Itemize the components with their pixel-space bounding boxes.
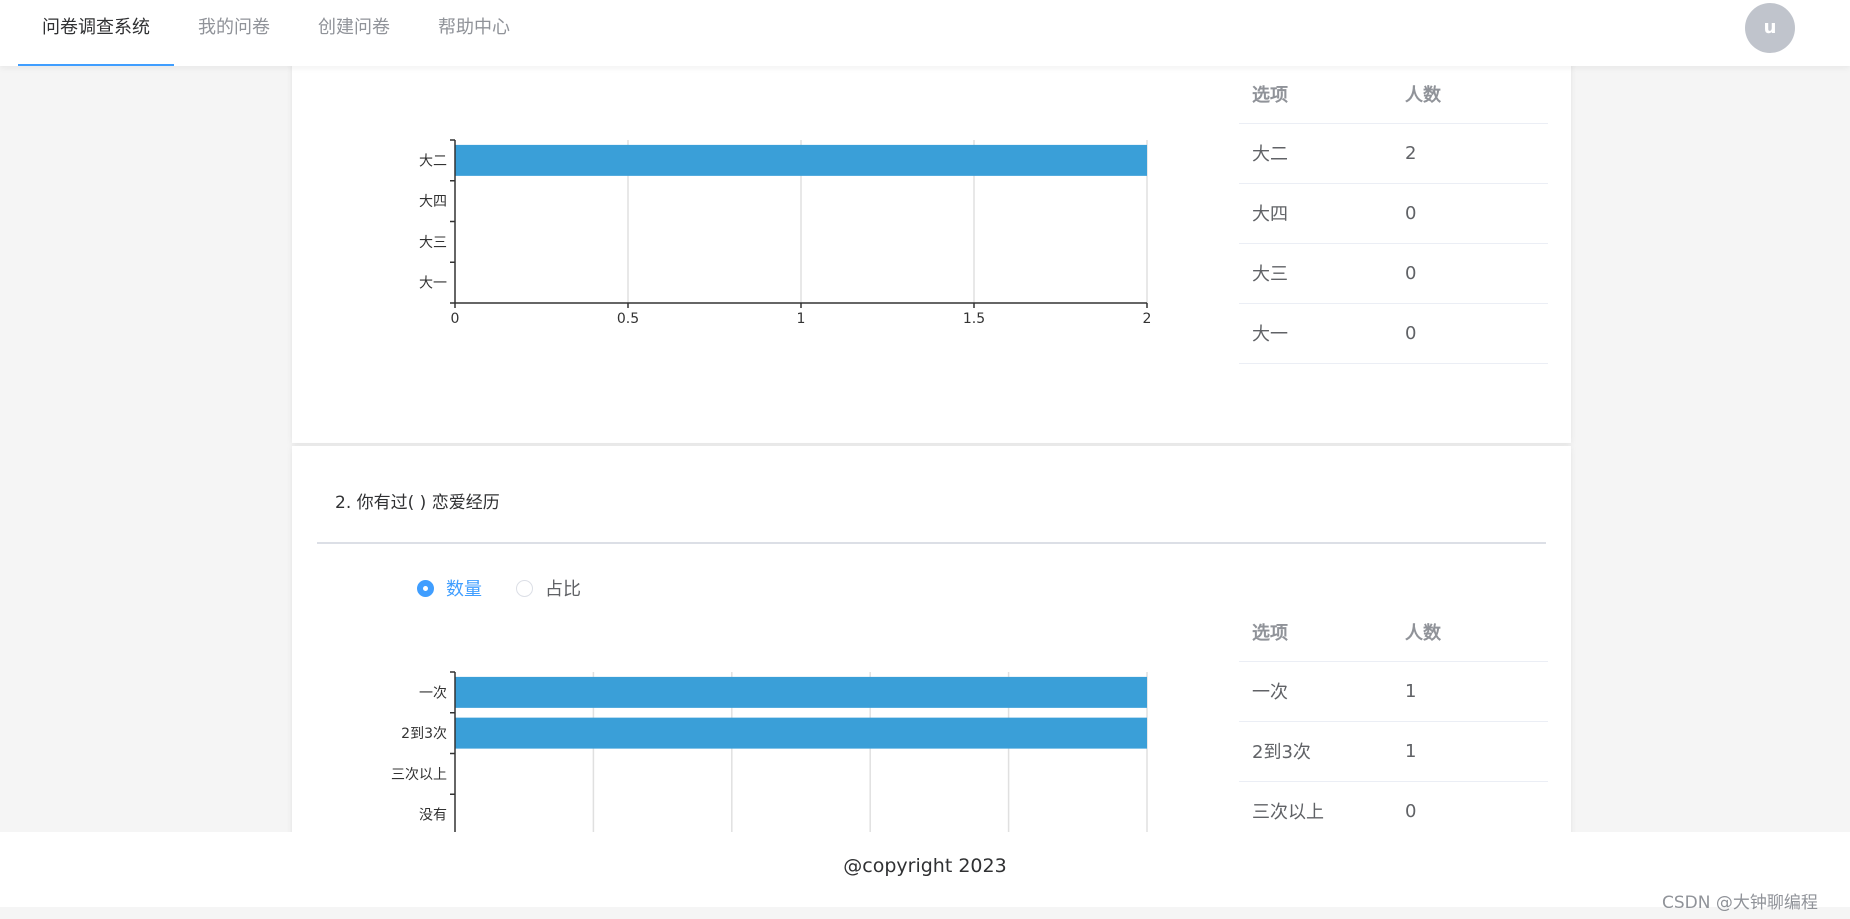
top-navbar: 问卷调查系统 我的问卷 创建问卷 帮助中心 u [0, 0, 1850, 66]
radio-checked-icon [417, 579, 434, 597]
x-tick-label: 1 [797, 311, 806, 327]
table-row: 大一 0 [1239, 303, 1548, 364]
bar [455, 144, 1147, 176]
nav-item-create-survey[interactable]: 创建问卷 [318, 17, 390, 38]
nav-item-help-center[interactable]: 帮助中心 [438, 17, 510, 38]
cell-count: 0 [1392, 303, 1548, 364]
footer: @copyright 2023 [0, 832, 1850, 907]
x-tick-label: 0.5 [617, 311, 639, 327]
cell-count: 0 [1392, 183, 1548, 244]
radio-label-ratio: 占比 [545, 579, 581, 600]
divider [317, 542, 1546, 544]
radio-unchecked-icon [516, 579, 533, 597]
display-mode-radio-group: 数量 占比 [417, 575, 615, 601]
cell-option: 大二 [1239, 123, 1392, 184]
table-header-row: 选项 人数 [1239, 65, 1548, 124]
cell-option: 一次 [1239, 661, 1392, 722]
question-title: 2. 你有过( ) 恋爱经历 [335, 493, 500, 513]
radio-count[interactable]: 数量 [417, 575, 482, 601]
column-header-option: 选项 [1239, 65, 1392, 124]
cell-option: 大三 [1239, 243, 1392, 304]
table-row: 大四 0 [1239, 183, 1548, 244]
cell-count: 1 [1392, 721, 1548, 782]
column-header-option: 选项 [1239, 603, 1392, 662]
y-tick-label: 没有 [419, 808, 447, 824]
question-card-2: 2. 你有过( ) 恋爱经历 数量 占比 一次 2到3次 三次以上 没有 选项 人数 … [292, 446, 1571, 846]
table-header-row: 选项 人数 [1239, 603, 1548, 662]
nav-item-my-surveys[interactable]: 我的问卷 [198, 17, 270, 38]
column-header-count: 人数 [1392, 603, 1548, 662]
cell-option: 大四 [1239, 183, 1392, 244]
stats-table-q2: 选项 人数 一次 1 2到3次 1 三次以上 0 [1239, 603, 1548, 842]
cell-count: 0 [1392, 781, 1548, 842]
table-row: 2到3次 1 [1239, 721, 1548, 782]
y-tick-label: 2到3次 [401, 726, 447, 742]
table-row: 一次 1 [1239, 661, 1548, 722]
cell-option: 2到3次 [1239, 721, 1392, 782]
stats-table-q1: 选项 人数 大二 2 大四 0 大三 0 大一 0 [1239, 65, 1548, 364]
bar [455, 676, 1147, 708]
y-tick-label: 大四 [419, 194, 447, 210]
main-nav: 问卷调查系统 我的问卷 创建问卷 帮助中心 [18, 0, 534, 66]
y-tick-label: 大二 [419, 153, 447, 169]
radio-ratio[interactable]: 占比 [516, 575, 581, 601]
watermark: CSDN @大钟聊编程 [1662, 893, 1818, 913]
x-tick-label: 0 [451, 311, 460, 327]
cell-count: 2 [1392, 123, 1548, 184]
cell-count: 0 [1392, 243, 1548, 304]
table-row: 大二 2 [1239, 123, 1548, 184]
x-tick-label: 2 [1143, 311, 1152, 327]
cell-option: 大一 [1239, 303, 1392, 364]
y-tick-label: 大三 [419, 235, 447, 251]
table-row: 大三 0 [1239, 243, 1548, 304]
y-tick-label: 一次 [419, 685, 447, 701]
cell-count: 1 [1392, 661, 1548, 722]
x-tick-label: 1.5 [963, 311, 985, 327]
nav-item-home[interactable]: 问卷调查系统 [18, 0, 174, 66]
bar [455, 717, 1147, 749]
copyright-text: @copyright 2023 [843, 855, 1007, 877]
radio-label-count: 数量 [446, 579, 482, 600]
y-tick-label: 三次以上 [391, 767, 447, 783]
question-card-1: 大二 大四 大三 大一 0 0.5 1 1.5 2 选项 人数 大二 2 大四 0 大三 0 大… [292, 40, 1571, 443]
user-avatar[interactable]: u [1745, 3, 1795, 53]
column-header-count: 人数 [1392, 65, 1548, 124]
y-tick-label: 大一 [419, 276, 447, 292]
